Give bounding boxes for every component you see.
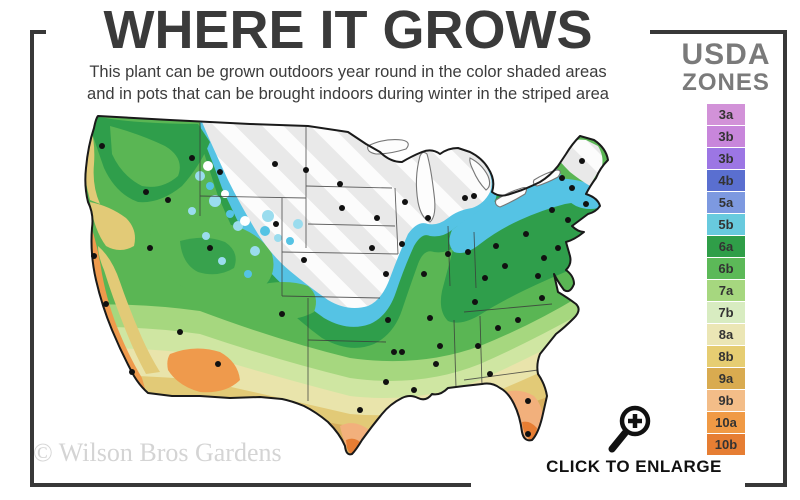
page-title: WHERE IT GROWS <box>103 0 593 60</box>
mountain-mottling <box>188 161 303 278</box>
zone-chip: 6a <box>707 236 745 258</box>
zone-chip: 10a <box>707 412 745 434</box>
watermark: © Wilson Bros Gardens <box>33 438 282 467</box>
legend-title: USDA <box>681 38 771 71</box>
subtitle-line-1: This plant can be grown outdoors year ro… <box>89 62 607 81</box>
usda-zone-map[interactable] <box>50 106 650 458</box>
zone-shading <box>85 116 609 455</box>
subtitle: This plant can be grown outdoors year ro… <box>46 61 650 106</box>
click-to-enlarge-button[interactable]: CLICK TO ENLARGE <box>546 457 722 476</box>
zone-chip: 3b <box>707 126 745 148</box>
zone-chip: 6b <box>707 258 745 280</box>
zone-chip: 8a <box>707 324 745 346</box>
zone-chip: 10b <box>707 434 745 456</box>
magnifier-zoom-icon[interactable] <box>602 402 658 458</box>
zone-chip: 3b <box>707 148 745 170</box>
city-dots <box>91 143 589 437</box>
zone-chip: 9a <box>707 368 745 390</box>
legend-title-2: ZONES <box>682 69 770 96</box>
zone-chip: 9b <box>707 390 745 412</box>
us-outline <box>84 115 609 456</box>
zone-list: 3a 3b 3b 4b 5a 5b 6a 6b 7a 7b 8a 8b 9a 9b 10a 10b <box>660 104 792 456</box>
border-gap-mask <box>471 479 745 491</box>
state-borders <box>199 123 553 401</box>
zone-chip: 8b <box>707 346 745 368</box>
usda-zones-legend: USDA ZONES 3a 3b 3b 4b 5a 5b 6a 6b 7a 7b 8a 8b 9a 9b 1… <box>660 40 792 456</box>
header: WHERE IT GROWS This plant can be grown o… <box>46 0 650 112</box>
zone-chip: 3a <box>707 104 745 126</box>
zone-chip: 4b <box>707 170 745 192</box>
subtitle-line-2: and in pots that can be brought indoors … <box>87 84 609 103</box>
zone-chip: 5a <box>707 192 745 214</box>
zone-chip: 7a <box>707 280 745 302</box>
zone-chip: 5b <box>707 214 745 236</box>
zone-chip: 7b <box>707 302 745 324</box>
